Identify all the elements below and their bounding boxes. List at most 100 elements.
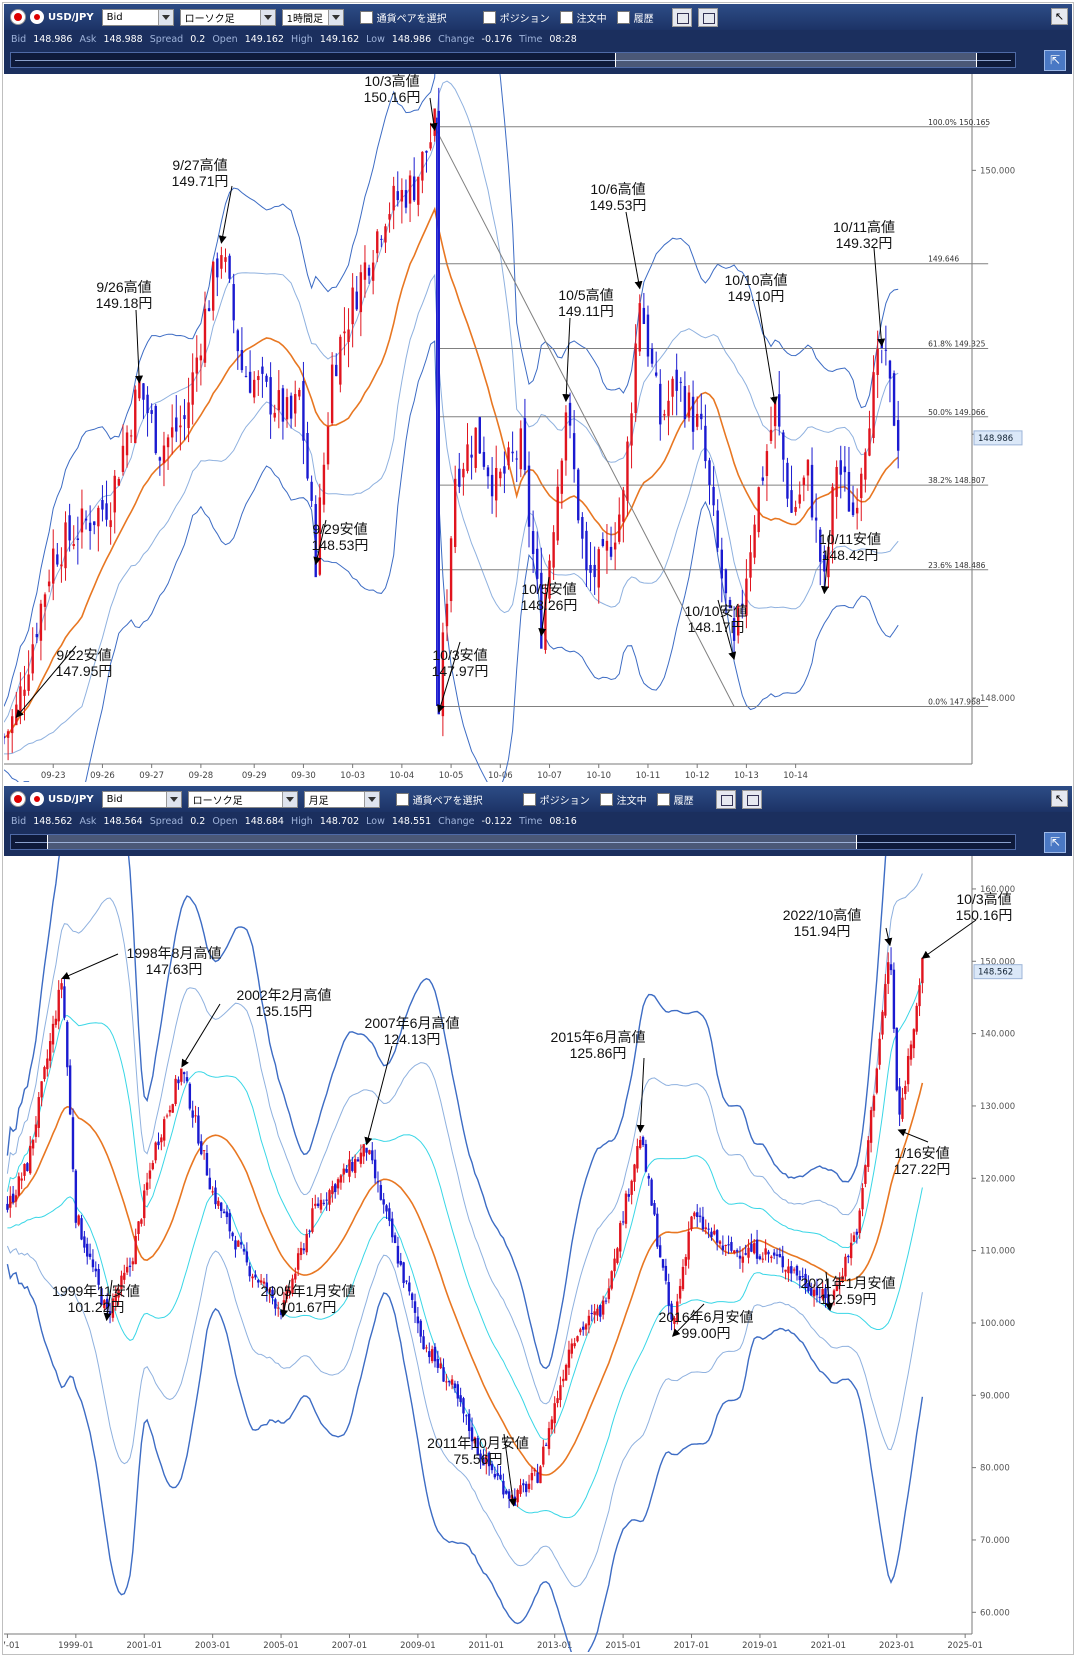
hourly-candlestick-chart[interactable]: 148.000149.000150.00009-2309-2609-2709-2… xyxy=(4,74,1072,782)
candle-body xyxy=(570,1343,574,1354)
detach-arrow-icon[interactable]: ↖ xyxy=(1051,8,1068,25)
annotation-arrow xyxy=(313,519,327,566)
candle-body xyxy=(19,686,22,712)
select-pair-checkbox[interactable] xyxy=(359,10,373,24)
candle-body xyxy=(422,1336,425,1350)
annotation-title: 2007年6月高値 xyxy=(365,1015,460,1031)
low-value: 148.551 xyxy=(391,815,432,827)
candle-body xyxy=(626,441,629,501)
candle-body xyxy=(627,1194,631,1197)
chart-window-button[interactable] xyxy=(697,7,718,27)
change-value: -0.176 xyxy=(481,33,513,45)
candle-body xyxy=(782,432,785,460)
candle-body xyxy=(564,412,568,461)
candle-body xyxy=(552,532,555,568)
candle-body xyxy=(105,503,108,520)
candle-body xyxy=(244,375,248,377)
history-checkbox[interactable] xyxy=(616,10,630,24)
fit-range-icon[interactable]: ⇱ xyxy=(1044,50,1066,71)
ask-value: 148.564 xyxy=(103,815,143,827)
candle-body xyxy=(125,1266,129,1273)
annotation-arrow xyxy=(672,1303,705,1337)
candle-body xyxy=(639,1139,642,1149)
price-tick-label: 130.000 xyxy=(980,1102,1015,1112)
candle-body xyxy=(650,348,654,364)
fit-range-icon[interactable]: ⇱ xyxy=(1044,832,1066,853)
timeframe-select[interactable]: 月足 xyxy=(303,790,380,808)
candle-body xyxy=(371,262,375,281)
position-checkbox[interactable] xyxy=(482,10,496,24)
candle-body xyxy=(802,477,806,486)
candle-body xyxy=(183,415,186,420)
candle-body xyxy=(348,1159,351,1177)
candle-body xyxy=(482,1458,485,1466)
annotation-title: 10/6高値 xyxy=(590,181,645,197)
candle-body xyxy=(291,1278,294,1294)
price-type-select[interactable]: Bid xyxy=(101,790,182,808)
candle-body xyxy=(466,444,469,472)
candle-body xyxy=(523,418,527,470)
chevron-down-icon xyxy=(259,9,275,25)
navigator-track[interactable] xyxy=(10,52,1016,68)
quote-bar: Bid 148.986 Ask 148.988 Spread 0.2 Open 149.… xyxy=(4,30,1072,48)
chart-settings-button[interactable] xyxy=(715,789,736,809)
navigator-range-handle[interactable] xyxy=(615,53,977,67)
currency-pair[interactable]: USD/JPY xyxy=(48,793,94,805)
annotation-arrow xyxy=(757,299,778,405)
currency-pair[interactable]: USD/JPY xyxy=(48,11,94,23)
candle-body xyxy=(715,1230,719,1243)
candle-body xyxy=(507,1491,511,1499)
candle-body xyxy=(425,1347,428,1349)
candle-body xyxy=(108,1311,112,1314)
candle-body xyxy=(80,508,84,533)
candle-body xyxy=(63,986,66,1018)
candle-body xyxy=(425,150,428,153)
candle-body xyxy=(157,1141,160,1146)
candle-body xyxy=(667,1282,670,1306)
candle-body xyxy=(609,546,613,557)
ask-label: Ask xyxy=(79,33,97,45)
history-checkbox[interactable] xyxy=(656,792,670,806)
annotation-title: 2005年1月安値 xyxy=(261,1283,356,1299)
low-label: Low xyxy=(366,815,385,827)
candle-body xyxy=(207,308,211,311)
chart-window-button[interactable] xyxy=(741,789,762,809)
navigator-track[interactable] xyxy=(10,834,1016,850)
candle-body xyxy=(582,1326,585,1330)
candle-body xyxy=(299,1247,303,1255)
bollinger-upper-2sigma xyxy=(6,873,923,1405)
price-type-select[interactable]: Bid xyxy=(101,8,174,26)
candle-body xyxy=(733,1250,736,1254)
candle-body xyxy=(912,1029,916,1049)
candle-body xyxy=(60,564,63,567)
candle-body xyxy=(727,1244,730,1246)
candle-body xyxy=(384,226,387,243)
orders-checkbox[interactable] xyxy=(559,10,573,24)
timeframe-select[interactable]: 1時間足 xyxy=(281,8,344,26)
select-pair-checkbox[interactable] xyxy=(395,792,409,806)
candle-body xyxy=(630,1180,633,1195)
price-tick-label: 160.000 xyxy=(980,885,1015,895)
candle-body xyxy=(51,1023,55,1045)
candle-body xyxy=(550,1419,554,1430)
candle-body xyxy=(860,473,863,499)
monthly-candlestick-chart[interactable]: 60.000 70.000 80.000 90.000 100.000 110.000 12… xyxy=(4,856,1072,1652)
candle-body xyxy=(757,487,760,533)
candle-body xyxy=(46,1058,49,1070)
chart-type-select[interactable]: ローソク足 xyxy=(179,8,276,26)
annotation-arrow xyxy=(921,919,977,959)
position-checkbox[interactable] xyxy=(522,792,536,806)
open-label: Open xyxy=(212,815,238,827)
candle-body xyxy=(262,1281,266,1284)
detach-arrow-icon[interactable]: ↖ xyxy=(1051,790,1068,807)
candle-body xyxy=(909,1044,913,1060)
orders-checkbox[interactable] xyxy=(599,792,613,806)
chart-settings-button[interactable] xyxy=(671,7,692,27)
navigator-range-handle[interactable] xyxy=(47,835,857,849)
candle-body xyxy=(120,1275,123,1289)
candle-body xyxy=(88,522,92,532)
chart-type-select[interactable]: ローソク足 xyxy=(187,790,298,808)
candle-body xyxy=(690,1216,693,1229)
